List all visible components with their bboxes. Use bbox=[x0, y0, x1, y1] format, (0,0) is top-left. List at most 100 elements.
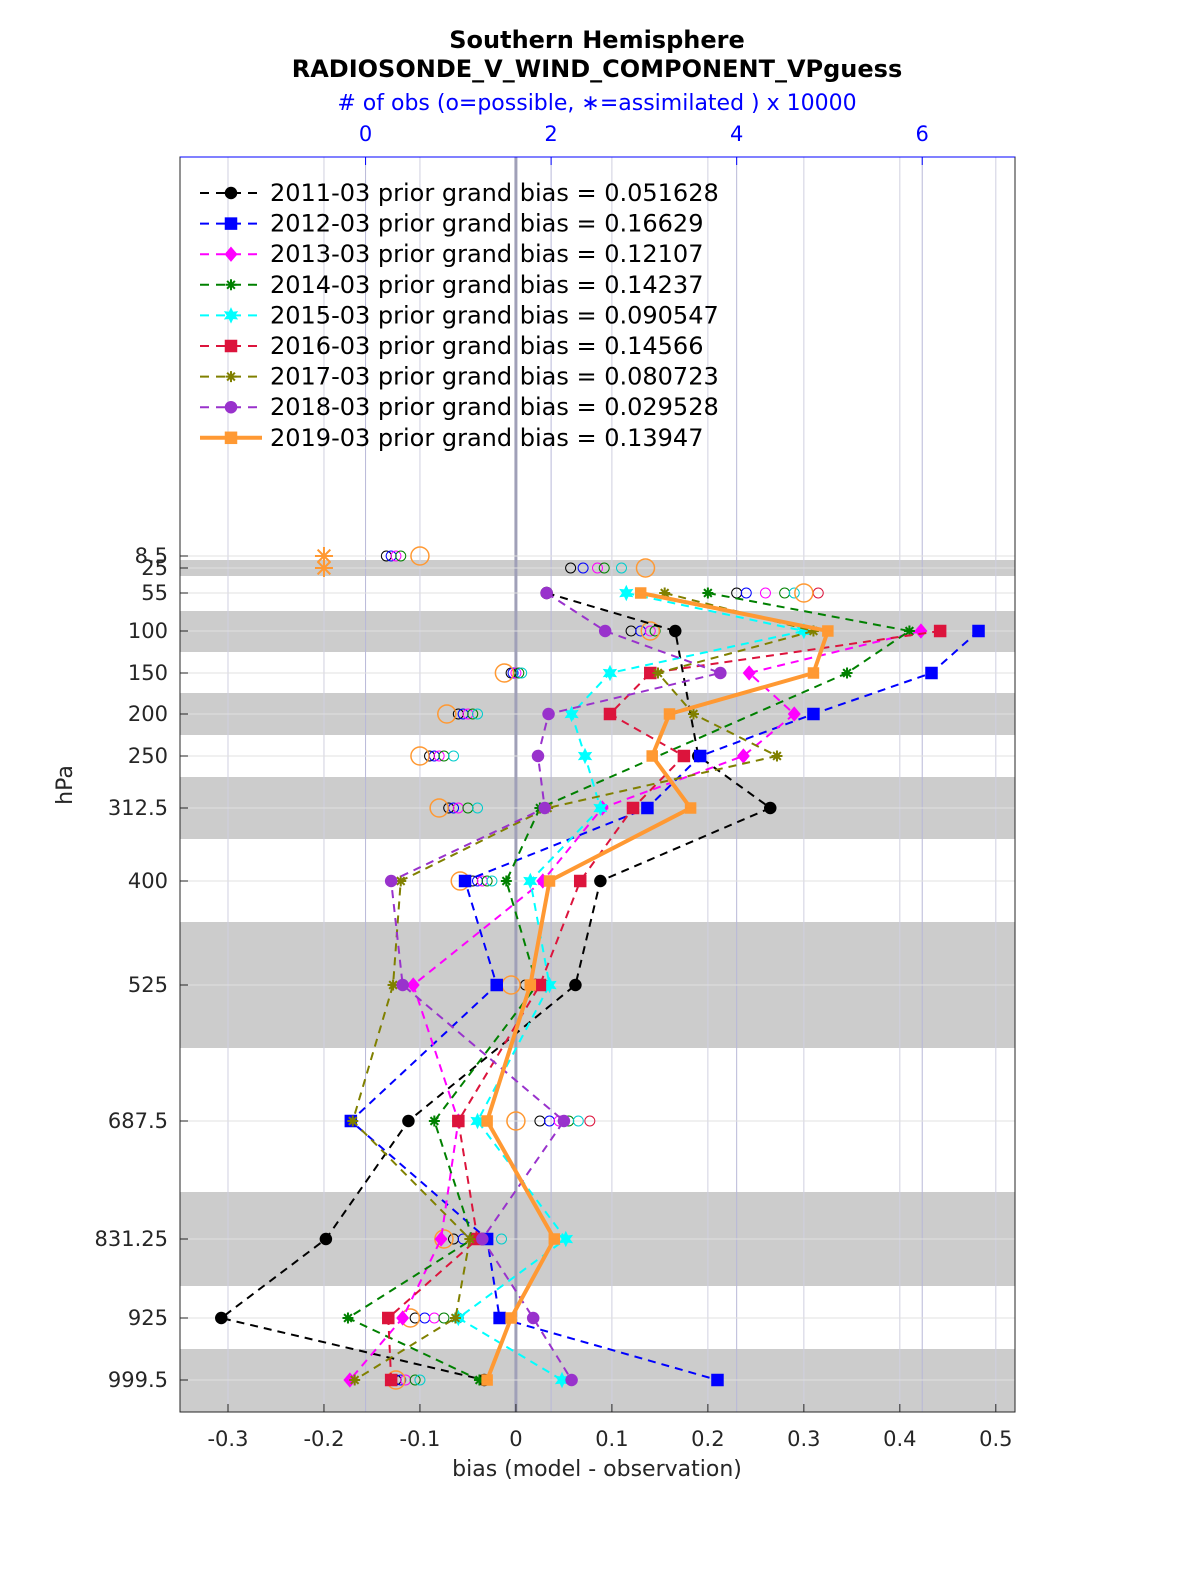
data-point bbox=[933, 624, 947, 638]
data-point bbox=[458, 874, 472, 888]
x-tick-label: -0.2 bbox=[303, 1427, 344, 1451]
legend-label: 2012-03 prior grand bias = 0.16629 bbox=[270, 210, 703, 238]
data-point bbox=[693, 749, 707, 763]
legend-marker bbox=[224, 400, 238, 414]
data-point bbox=[903, 625, 915, 637]
data-point bbox=[476, 1232, 489, 1246]
y-tick-label: 8.5 bbox=[135, 544, 168, 568]
data-point bbox=[342, 1312, 354, 1324]
legend-marker bbox=[225, 279, 237, 291]
x-tick-labels: -0.3 -0.2 -0.1 0 0.1 0.2 0.3 0.4 0.5 bbox=[207, 1404, 1013, 1451]
obs-possible-marker bbox=[481, 875, 493, 887]
data-point bbox=[557, 1114, 571, 1128]
legend-marker bbox=[224, 246, 238, 262]
obs-possible-marker bbox=[429, 798, 449, 818]
data-point bbox=[659, 587, 671, 599]
data-point bbox=[663, 708, 676, 720]
data-point bbox=[822, 625, 834, 637]
legend-label: 2018-03 prior grand bias = 0.029528 bbox=[270, 393, 719, 421]
y-tick-label: 831.25 bbox=[95, 1227, 168, 1251]
obs-possible-marker bbox=[644, 625, 656, 637]
series-9 bbox=[481, 587, 834, 1386]
data-point bbox=[395, 875, 407, 887]
obs-possible-marker bbox=[788, 587, 800, 599]
data-point bbox=[490, 978, 503, 992]
data-point bbox=[396, 978, 409, 992]
data-point bbox=[215, 1311, 228, 1325]
data-point bbox=[569, 978, 582, 992]
x-tick-label: 0 bbox=[509, 1427, 522, 1451]
obs-possible-marker bbox=[516, 667, 528, 679]
data-point bbox=[428, 1115, 440, 1127]
data-point bbox=[481, 1374, 493, 1386]
data-point bbox=[652, 667, 664, 679]
data-point bbox=[626, 801, 640, 815]
data-point bbox=[347, 1115, 359, 1127]
y-tick-label: 200 bbox=[128, 702, 168, 726]
data-point bbox=[771, 750, 783, 762]
legend-marker bbox=[224, 186, 238, 200]
series-8 bbox=[384, 586, 727, 1387]
obs-possible-marker bbox=[433, 750, 445, 762]
obs-possible-marker bbox=[565, 562, 577, 574]
data-point bbox=[406, 977, 420, 993]
data-point bbox=[531, 749, 545, 763]
grid-lines bbox=[180, 157, 1015, 1412]
obs-possible-marker bbox=[572, 1115, 584, 1127]
top-axis-label: # of obs (o=possible, ∗=assimilated ) x … bbox=[337, 91, 856, 116]
x-tick-label: 0.1 bbox=[595, 1427, 628, 1451]
data-point bbox=[540, 586, 553, 600]
legend-label: 2013-03 prior grand bias = 0.12107 bbox=[270, 240, 703, 268]
data-point bbox=[384, 1373, 398, 1387]
data-point bbox=[641, 801, 654, 815]
obs-possible-marker bbox=[486, 875, 498, 887]
data-point bbox=[807, 625, 819, 637]
data-point bbox=[634, 587, 647, 599]
data-point bbox=[558, 1230, 574, 1248]
data-point bbox=[646, 750, 658, 762]
x-tick-label: -0.3 bbox=[207, 1427, 248, 1451]
y-tick-label: 250 bbox=[128, 744, 168, 768]
data-point bbox=[526, 1311, 540, 1325]
data-point bbox=[807, 707, 820, 721]
top-tick-label: 6 bbox=[916, 122, 929, 146]
series-6 bbox=[382, 624, 947, 1387]
data-point bbox=[500, 875, 512, 887]
obs-possible-marker bbox=[410, 746, 430, 766]
y-tick-label: 525 bbox=[128, 973, 168, 997]
data-point bbox=[714, 666, 727, 680]
obs-possible-marker bbox=[507, 667, 519, 679]
legend-label: 2014-03 prior grand bias = 0.14237 bbox=[270, 271, 703, 299]
data-point bbox=[464, 1233, 476, 1245]
data-point bbox=[573, 874, 587, 888]
data-point bbox=[736, 748, 750, 764]
series-line bbox=[218, 592, 773, 1381]
obs-possible-marker bbox=[448, 750, 460, 762]
y-tick-label: 55 bbox=[141, 581, 168, 605]
obs-possible-marker bbox=[794, 583, 814, 603]
series-line bbox=[484, 591, 831, 1381]
obs-possible-marker bbox=[390, 550, 402, 562]
data-point bbox=[593, 799, 608, 817]
top-tick-label: 4 bbox=[730, 122, 743, 146]
top-tick-label: 2 bbox=[544, 122, 557, 146]
data-point bbox=[602, 664, 618, 682]
legend-marker bbox=[224, 217, 238, 230]
data-point bbox=[598, 624, 612, 638]
data-point bbox=[711, 1373, 724, 1387]
legend-marker bbox=[224, 431, 238, 445]
y-tick-label: 687.5 bbox=[108, 1109, 168, 1133]
data-point bbox=[577, 747, 593, 765]
obs-possible-marker bbox=[740, 587, 752, 599]
obs-possible-marker bbox=[437, 704, 457, 724]
obs-possible-marker bbox=[467, 708, 479, 720]
data-point bbox=[505, 1312, 517, 1324]
data-point bbox=[594, 874, 607, 888]
chart-subtitle: RADIOSONDE_V_WIND_COMPONENT_VPguess bbox=[292, 55, 903, 83]
legend-marker bbox=[225, 371, 237, 383]
legend: 2011-03 prior grand bias = 0.051628 2012-… bbox=[200, 179, 719, 452]
data-point bbox=[787, 706, 801, 722]
obs-possible-marker bbox=[615, 562, 627, 574]
data-point bbox=[538, 801, 551, 815]
